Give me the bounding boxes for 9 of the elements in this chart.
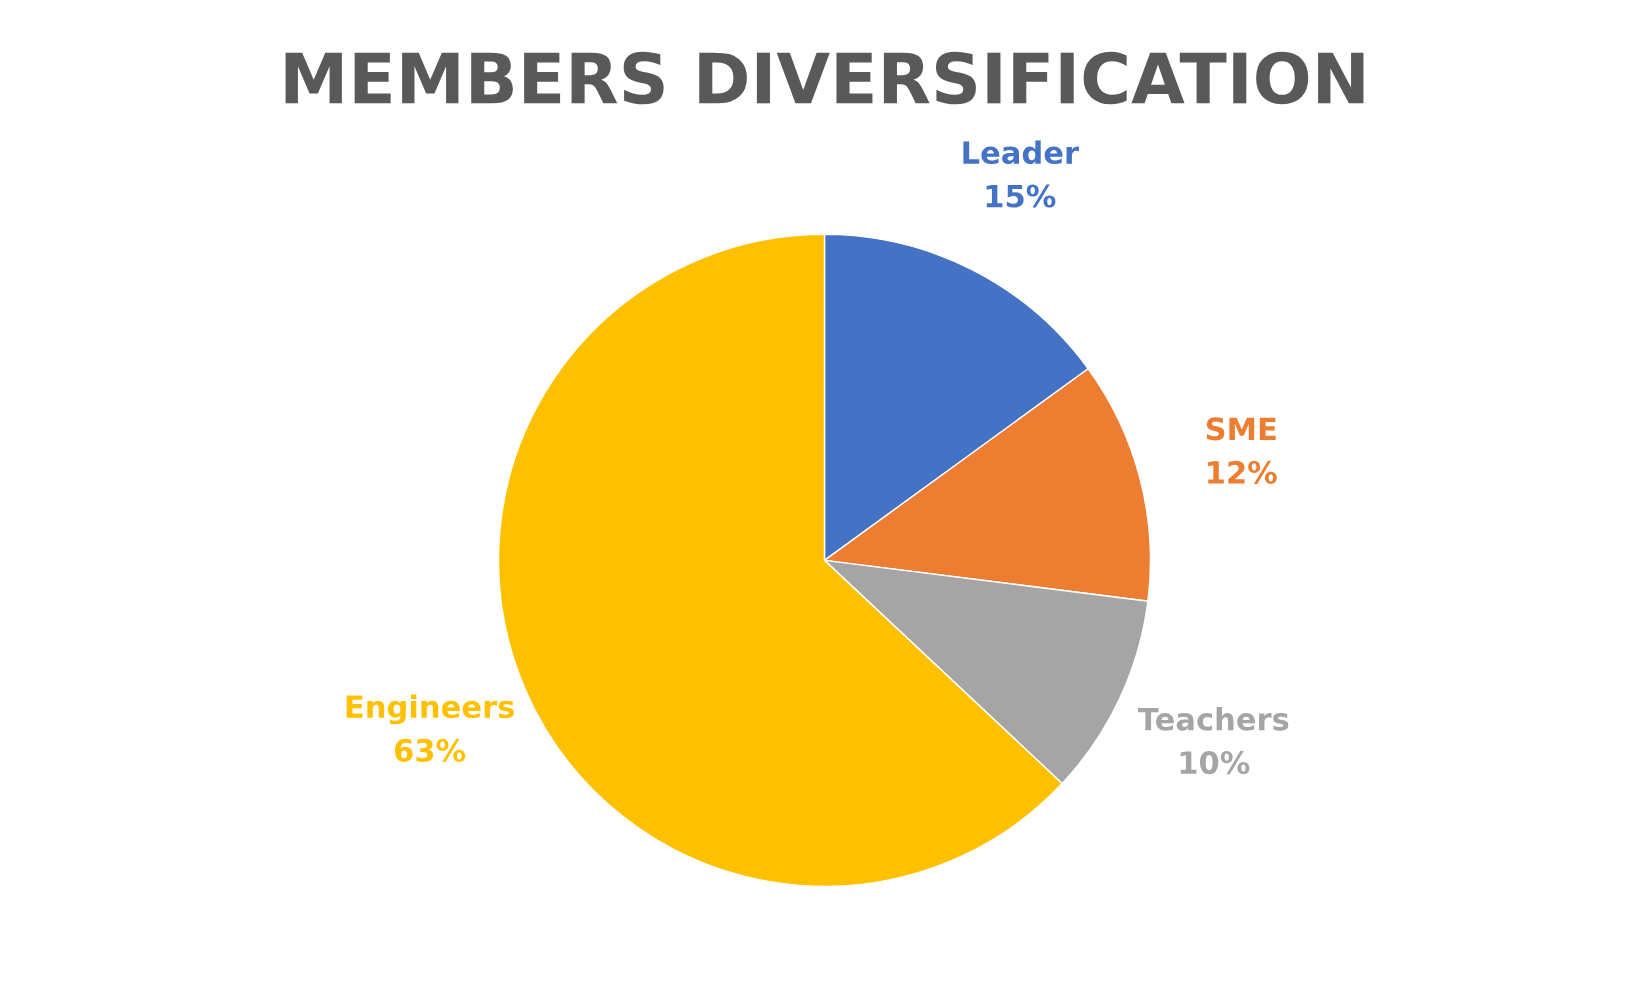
slice-label: Engineers	[346, 694, 514, 725]
data-label: 10%	[1180, 751, 1250, 775]
data-label: 15%	[986, 184, 1056, 208]
chart-title: MEMBERS DIVERSIFICATION	[285, 51, 1364, 105]
slice-label: Leader	[963, 140, 1079, 165]
slice-label: Teachers	[1137, 707, 1289, 731]
data-label: 12%	[1208, 460, 1277, 484]
data-label: 63%	[394, 738, 466, 762]
slice-label: SME	[1206, 417, 1276, 441]
